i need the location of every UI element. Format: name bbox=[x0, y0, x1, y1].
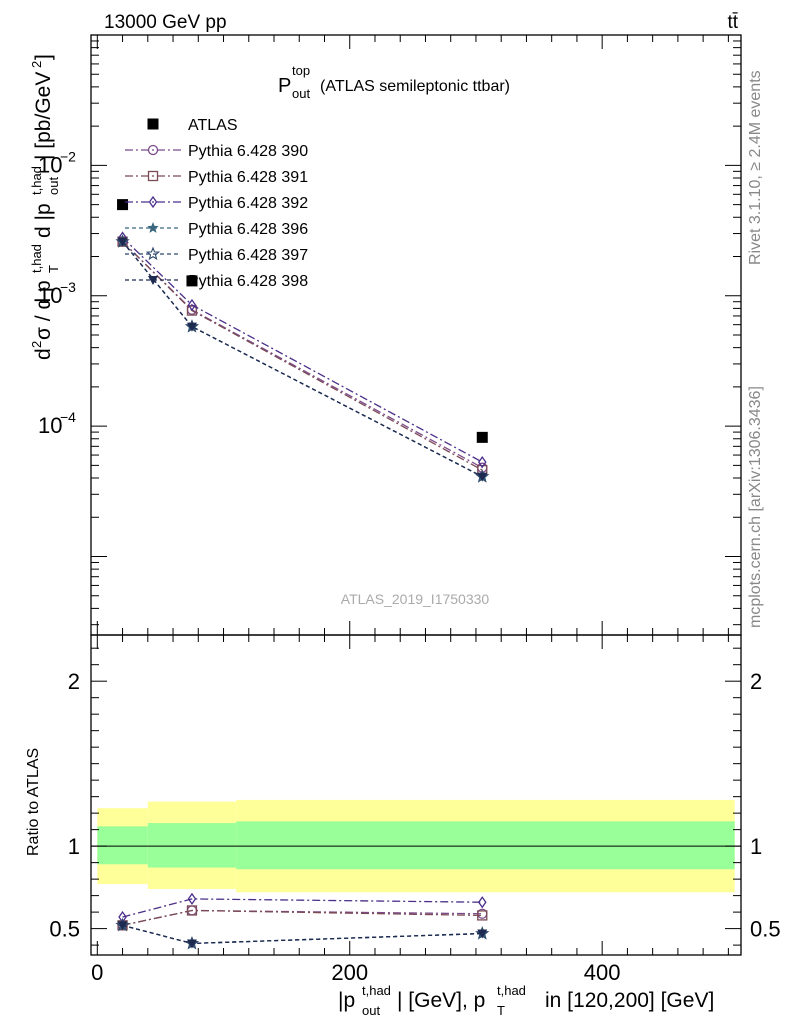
ratio-pythia-6-428-398-point bbox=[477, 929, 488, 939]
main-y-axis-label: d 2 σ / d p t,had T d |p t,had out | [pb… bbox=[29, 54, 61, 360]
mcplots-label: mcplots.cern.ch [arXiv:1306.3436] bbox=[747, 386, 764, 628]
ratio-pythia-6-428-397-line bbox=[122, 924, 483, 945]
ratio-y-tick-label: 1 bbox=[68, 834, 80, 859]
legend-pythia-6-428-397-marker bbox=[145, 246, 161, 261]
y-tick-exponent: −4 bbox=[60, 409, 76, 425]
ratio-y-tick-label-right: 1 bbox=[750, 834, 762, 859]
svg-text:| [GeV], p: | [GeV], p bbox=[397, 989, 485, 1012]
svg-text:t,had: t,had bbox=[497, 983, 526, 998]
legend-pythia-6-428-391-label: Pythia 6.428 391 bbox=[188, 169, 308, 186]
svg-text:(ATLAS semileptonic ttbar): (ATLAS semileptonic ttbar) bbox=[320, 78, 510, 95]
svg-text:in [120,200] [GeV]: in [120,200] [GeV] bbox=[545, 989, 714, 1012]
series-pythia-6-428-392-line bbox=[122, 236, 483, 463]
legend-pythia-6-428-391-marker bbox=[147, 170, 159, 182]
svg-text:d: d bbox=[32, 348, 55, 360]
svg-text:T: T bbox=[46, 265, 61, 273]
svg-text:T: T bbox=[497, 1003, 505, 1018]
ratio-pythia-6-428-392-line bbox=[122, 898, 483, 918]
legend-pythia-6-428-397-label: Pythia 6.428 397 bbox=[188, 247, 308, 264]
series-atlas-point bbox=[186, 275, 198, 287]
ratio-panel: 0 200 400 0.5 0.5 1 1 2 2 bbox=[49, 634, 781, 985]
svg-text:P: P bbox=[278, 75, 291, 97]
ratio-y-tick-label-right: 2 bbox=[750, 669, 762, 694]
ratio-y-tick-label-right: 0.5 bbox=[750, 917, 781, 942]
svg-text:top: top bbox=[292, 63, 310, 78]
process-label: tt̄ bbox=[727, 12, 738, 33]
ratio-pythia-6-428-391-line bbox=[122, 909, 483, 926]
series-pythia-6-428-398-line bbox=[122, 241, 483, 478]
series-pythia-6-428-398-point bbox=[117, 237, 128, 247]
svg-text:t,had: t,had bbox=[362, 983, 391, 998]
energy-label: 13000 GeV pp bbox=[104, 12, 227, 33]
svg-text:2: 2 bbox=[29, 61, 44, 68]
ratio-pythia-6-428-391-point bbox=[186, 905, 198, 916]
series-pythia-6-428-398-point bbox=[186, 322, 197, 332]
svg-text:out: out bbox=[46, 177, 61, 195]
ratio-pythia-6-428-398-point bbox=[186, 939, 197, 949]
svg-text:| [pb/GeV: | [pb/GeV bbox=[32, 72, 55, 160]
svg-text:|p: |p bbox=[338, 989, 355, 1012]
y-tick-exponent: −3 bbox=[60, 279, 76, 295]
y-tick-label: 10 bbox=[38, 283, 62, 308]
series-pythia-6-428-392-point bbox=[187, 298, 197, 312]
ratio-frame bbox=[90, 634, 742, 956]
uncertainty-band-inner bbox=[97, 826, 148, 865]
series-pythia-6-428-391-point bbox=[186, 305, 198, 316]
series-atlas-point bbox=[476, 431, 488, 443]
ratio-y-tick-label: 0.5 bbox=[49, 917, 80, 942]
main-title: P top out (ATLAS semileptonic ttbar) bbox=[278, 63, 510, 101]
legend-pythia-6-428-390-marker bbox=[147, 144, 159, 156]
y-tick-label: 10 bbox=[38, 413, 62, 438]
svg-text:d |p: d |p bbox=[32, 203, 55, 238]
legend-pythia-6-428-390-label: Pythia 6.428 390 bbox=[188, 143, 308, 160]
legend-pythia-6-428-396-marker bbox=[147, 222, 159, 233]
ratio-y-axis-label: Ratio to ATLAS bbox=[25, 748, 42, 856]
ratio-pythia-6-428-392-point bbox=[187, 892, 197, 906]
svg-text:σ / d p: σ / d p bbox=[32, 280, 55, 340]
y-tick-exponent: −2 bbox=[60, 148, 76, 164]
svg-text:t,had: t,had bbox=[29, 244, 44, 273]
ratio-y-tick-label: 2 bbox=[68, 669, 80, 694]
legend-pythia-6-428-392-label: Pythia 6.428 392 bbox=[188, 195, 308, 212]
rivet-label: Rivet 3.1.10, ≥ 2.4M events bbox=[747, 70, 764, 265]
svg-text:]: ] bbox=[32, 54, 55, 60]
analysis-watermark: ATLAS_2019_I1750330 bbox=[341, 591, 490, 607]
ratio-pythia-6-428-398-line bbox=[122, 924, 483, 945]
legend-atlas-marker bbox=[147, 118, 159, 130]
series-pythia-6-428-392-point bbox=[477, 455, 487, 469]
uncertainty-band-inner bbox=[147, 823, 237, 868]
ratio-pythia-6-428-396-line bbox=[122, 924, 483, 945]
legend-pythia-6-428-392-marker bbox=[148, 195, 158, 209]
y-tick-label: 10 bbox=[38, 152, 62, 177]
legend-pythia-6-428-396-label: Pythia 6.428 396 bbox=[188, 221, 308, 238]
ratio-pythia-6-428-391-point bbox=[477, 910, 488, 921]
series-atlas-point bbox=[117, 199, 129, 211]
ratio-pythia-6-428-398-point bbox=[117, 921, 128, 931]
svg-text:2: 2 bbox=[29, 341, 44, 348]
uncertainty-band-inner bbox=[236, 821, 735, 870]
x-axis-label: |p t,had out | [GeV], p t,had T in [120,… bbox=[338, 983, 714, 1018]
main-panel: 10−210−310−4 bbox=[38, 34, 742, 636]
svg-text:t,had: t,had bbox=[29, 166, 44, 195]
ratio-pythia-6-428-392-point bbox=[477, 896, 487, 909]
x-tick-label: 0 bbox=[91, 960, 103, 985]
x-tick-label: 200 bbox=[331, 960, 368, 985]
legend-atlas-label: ATLAS bbox=[188, 117, 238, 134]
legend: ATLAS Pythia 6.428 390 Pythia 6.428 391 Pyt… bbox=[125, 117, 308, 290]
svg-text:out: out bbox=[362, 1003, 380, 1018]
x-tick-label: 400 bbox=[584, 960, 621, 985]
legend-pythia-6-428-398-marker bbox=[148, 276, 158, 285]
legend-pythia-6-428-398-label: Pythia 6.428 398 bbox=[188, 273, 308, 290]
series-pythia-6-428-398-point bbox=[477, 472, 488, 482]
svg-text:out: out bbox=[292, 86, 310, 101]
